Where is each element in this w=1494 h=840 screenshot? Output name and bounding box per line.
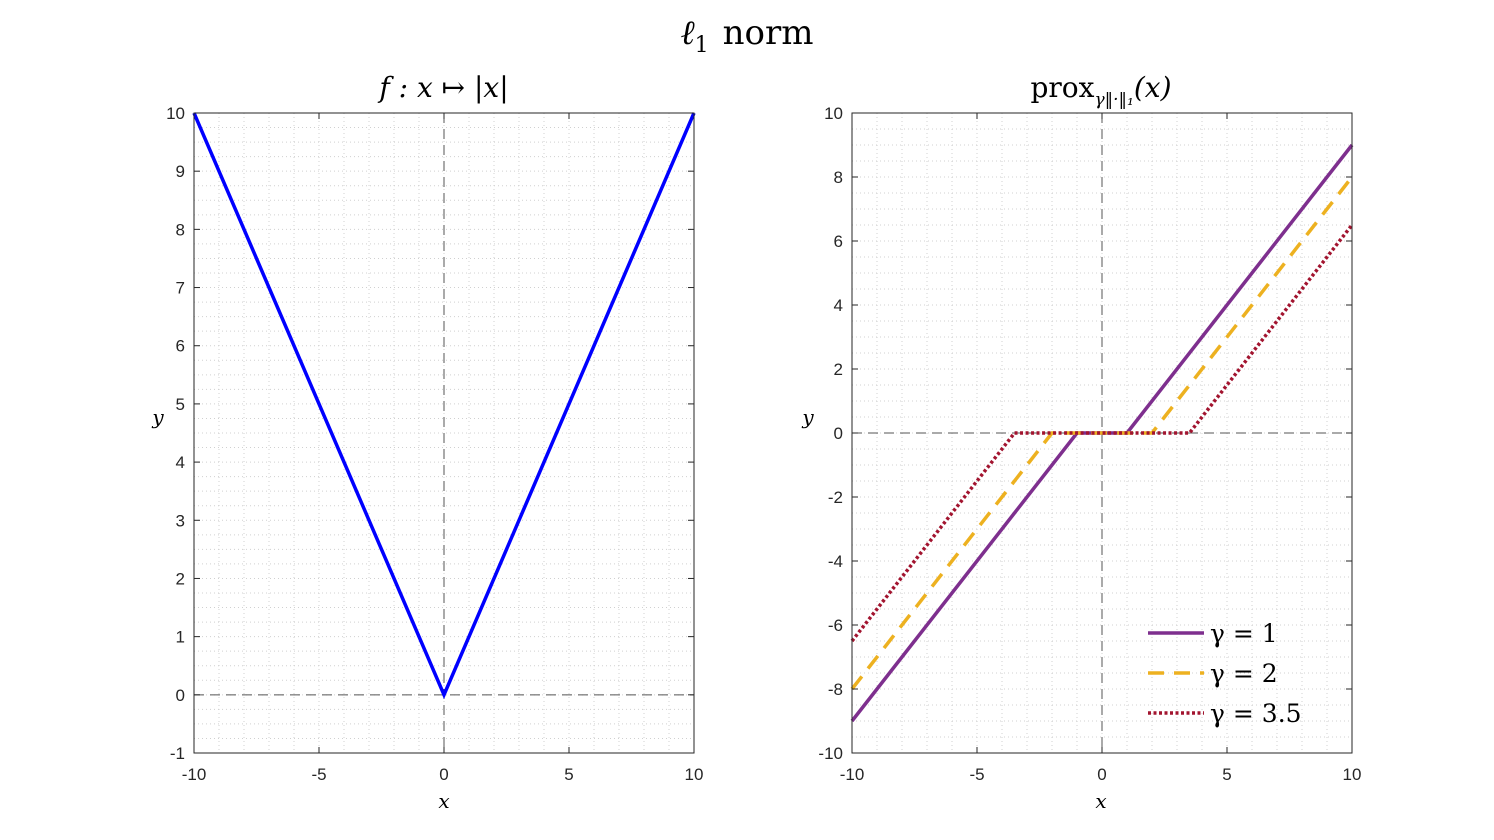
left-ytick-label: 6 (176, 337, 185, 356)
right-ytick-label: 0 (834, 424, 843, 443)
right-ylabel: y (801, 405, 814, 429)
left-xtick-label: -5 (311, 765, 326, 784)
right-ytick-label: -4 (828, 552, 843, 571)
left-ytick-label: 3 (176, 511, 185, 530)
right-xtick-label: -5 (969, 765, 984, 784)
left-ytick-label: 4 (176, 453, 185, 472)
right-plot: proxγ‖·‖₁(x) x y -10 -5 0 5 10 -10 -8 -6 -4 -2 0 2 4… (801, 71, 1361, 813)
right-legend-label-0: γ = 1 (1210, 619, 1278, 648)
suptitle-word: norm (723, 13, 814, 53)
right-title-arg: (x) (1134, 71, 1172, 104)
left-ylabel: y (151, 405, 164, 429)
right-series-1 (850, 175, 1354, 691)
left-ytick-label: 7 (176, 279, 185, 298)
right-legend: γ = 1 γ = 2 γ = 3.5 (1148, 619, 1302, 728)
left-xtick-label: 0 (439, 765, 448, 784)
right-ytick-label: 6 (834, 232, 843, 251)
left-xtick-label: 10 (685, 765, 704, 784)
right-title-subscript: γ‖·‖₁ (1094, 90, 1133, 110)
left-ytick-label: 8 (176, 220, 185, 239)
left-ytick-label: 0 (176, 686, 185, 705)
right-ytick-label: 10 (824, 104, 843, 123)
right-ytick-label: -8 (828, 680, 843, 699)
left-series-0 (192, 112, 696, 700)
right-xlabel: x (1095, 789, 1106, 813)
left-xtick-label: -10 (182, 765, 207, 784)
right-xtick-label: 10 (1343, 765, 1362, 784)
right-ytick-label: 4 (834, 296, 843, 315)
right-plot-title: proxγ‖·‖₁(x) (1031, 71, 1172, 110)
left-ytick-label: 9 (176, 162, 185, 181)
left-plot-title: f : x ↦ |x| (377, 71, 508, 104)
left-ytick-label: -1 (170, 744, 185, 763)
left-xtick-label: 5 (564, 765, 573, 784)
left-ytick-label: 5 (176, 395, 185, 414)
suptitle-subscript: 1 (695, 33, 709, 58)
right-ytick-label: -10 (818, 744, 843, 763)
right-ytick-label: 8 (834, 168, 843, 187)
left-ytick-label: 1 (176, 628, 185, 647)
right-legend-label-1: γ = 2 (1210, 659, 1278, 688)
right-ytick-label: 2 (834, 360, 843, 379)
right-legend-label-2: γ = 3.5 (1210, 699, 1302, 728)
right-ytick-label: -2 (828, 488, 843, 507)
right-xtick-label: 5 (1222, 765, 1231, 784)
left-ytick-label: 2 (176, 569, 185, 588)
left-ytick-label: 10 (166, 104, 185, 123)
suptitle-math: ℓ (680, 13, 694, 53)
right-ytick-label: -6 (828, 616, 843, 635)
right-xtick-label: 0 (1097, 765, 1106, 784)
right-title-main: prox (1031, 71, 1095, 104)
figure-suptitle: ℓ1 norm (680, 13, 813, 58)
right-xtick-label: -10 (840, 765, 865, 784)
left-xlabel: x (438, 789, 449, 813)
